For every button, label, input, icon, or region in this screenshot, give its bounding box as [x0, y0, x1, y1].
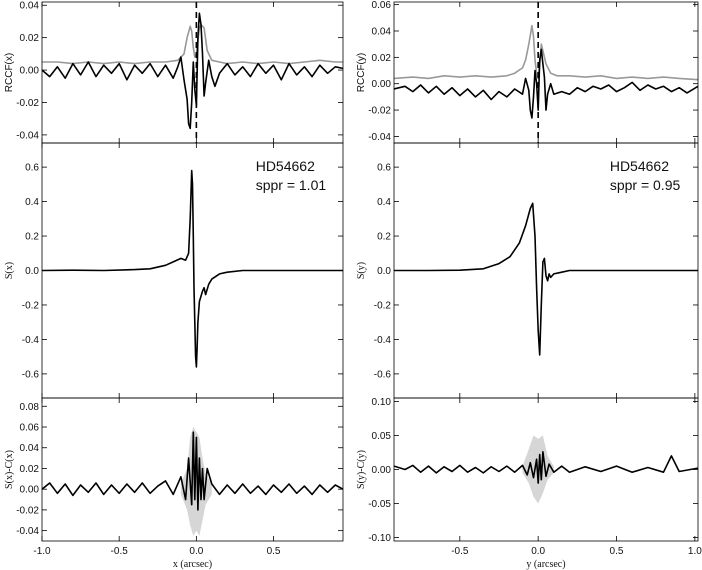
plot-area: [42, 2, 343, 143]
y-tick-label: -0.04: [16, 526, 39, 537]
y-tick-label: 0.00: [372, 79, 392, 90]
y-axis-label: S(x)-C(x): [4, 450, 15, 489]
y-tick-label: 0.6: [377, 163, 391, 174]
y-tick-label: 0.08: [20, 402, 40, 413]
panel-top-right: -0.04 -0.02 0.00 0.02 0.04 0.06 RCCF(y): [356, 0, 699, 144]
x-axis-label: y (arcsec): [526, 559, 565, 570]
panel-bottom-left: -0.04 -0.02 0.00 0.02 0.04 0.06 0.08 -1.0 -0.5 0.…: [4, 397, 344, 570]
y-tick-label: 0.04: [20, 1, 40, 12]
x-tick-label: -1.0: [33, 546, 51, 557]
y-tick-label: 0.04: [372, 26, 392, 37]
series-line-0: [42, 431, 343, 511]
y-tick-label: 0.00: [372, 465, 392, 476]
y-tick-label: -0.02: [16, 98, 39, 109]
plot-area: [394, 2, 698, 143]
y-tick-label: 0.10: [372, 397, 392, 408]
y-axis-label: RCCF(x): [4, 53, 15, 92]
y-tick-label: -0.2: [374, 300, 392, 311]
x-tick-label: 0.0: [189, 546, 203, 557]
star-name-annotation: HD54662: [256, 158, 315, 174]
panel-middle-left: -0.6 -0.4 -0.2 0.0 0.2 0.4 0.6 S(x) HD54662 sppr …: [4, 142, 344, 399]
y-tick-label: 0.2: [377, 232, 391, 243]
y-tick-label: 0.00: [20, 66, 40, 77]
plot-area: [42, 169, 343, 368]
y-tick-label: 0.06: [372, 0, 392, 11]
y-tick-label: -0.02: [368, 106, 391, 117]
x-axis-label: x (arcsec): [173, 559, 212, 570]
x-tick-label: 0.0: [531, 546, 545, 557]
y-tick-label: 0.02: [20, 33, 40, 44]
series-line-0: [394, 450, 698, 484]
panel-frame: [41, 397, 344, 542]
y-axis-label: RCCF(y): [356, 53, 367, 92]
x-tick-label: -0.5: [111, 546, 129, 557]
y-axis-label: S(x): [4, 262, 15, 279]
y-tick-label: -0.04: [368, 132, 391, 143]
y-tick-label: -0.10: [368, 533, 391, 544]
series-line-0: [42, 23, 343, 65]
y-tick-label: 0.4: [25, 197, 39, 208]
y-tick-label: 0.0: [25, 266, 39, 277]
y-tick-label: 0.00: [20, 485, 40, 496]
plot-area: [394, 435, 698, 504]
y-axis-label: S(y): [356, 262, 367, 279]
y-tick-label: -0.2: [22, 300, 40, 311]
plot-area: [42, 427, 343, 536]
y-axis-label: S(y)-C(y): [356, 450, 367, 489]
y-tick-label: 0.05: [372, 431, 392, 442]
star-name-annotation: HD54662: [610, 158, 669, 174]
y-tick-label: 0.06: [20, 423, 40, 434]
y-tick-label: -0.6: [374, 369, 392, 380]
sppr-annotation: sppr = 0.95: [610, 177, 681, 193]
x-tick-label: 0.5: [610, 546, 624, 557]
y-tick-label: -0.4: [22, 335, 40, 346]
y-tick-label: 0.4: [377, 197, 391, 208]
panel-top-left: -0.04 -0.02 0.00 0.02 0.04 RCCF(x): [4, 1, 344, 144]
series-line-0: [394, 24, 698, 81]
x-tick-label: 0.5: [267, 546, 281, 557]
y-tick-label: -0.05: [368, 499, 391, 510]
x-tick-label: 1.0: [688, 546, 702, 557]
y-tick-label: 0.02: [20, 464, 40, 475]
y-tick-label: -0.4: [374, 335, 392, 346]
y-tick-label: 0.2: [25, 232, 39, 243]
y-tick-label: 0.0: [377, 266, 391, 277]
panel-frame: [393, 1, 699, 144]
plot-area: [394, 202, 698, 356]
x-tick-label: -0.5: [451, 546, 469, 557]
y-tick-label: -0.02: [16, 505, 39, 516]
y-tick-label: 0.02: [372, 53, 392, 64]
sppr-annotation: sppr = 1.01: [256, 177, 327, 193]
panel-middle-right: -0.6 -0.4 -0.2 0.0 0.2 0.4 0.6 S(y) HD54662 sppr …: [356, 142, 699, 399]
y-tick-label: 0.6: [25, 163, 39, 174]
series-line-1: [42, 12, 343, 130]
y-tick-label: -0.04: [16, 130, 39, 141]
panel-bottom-right: -0.10 -0.05 0.00 0.05 0.10 -0.5 0.0 0.5 1.0 y (ar…: [356, 397, 702, 570]
y-tick-label: 0.04: [20, 443, 40, 454]
y-tick-label: -0.6: [22, 369, 40, 380]
series-line-0: [42, 169, 343, 368]
series-line-0: [394, 202, 698, 356]
series-line-1: [394, 48, 698, 119]
uncertainty-band: [180, 427, 212, 536]
